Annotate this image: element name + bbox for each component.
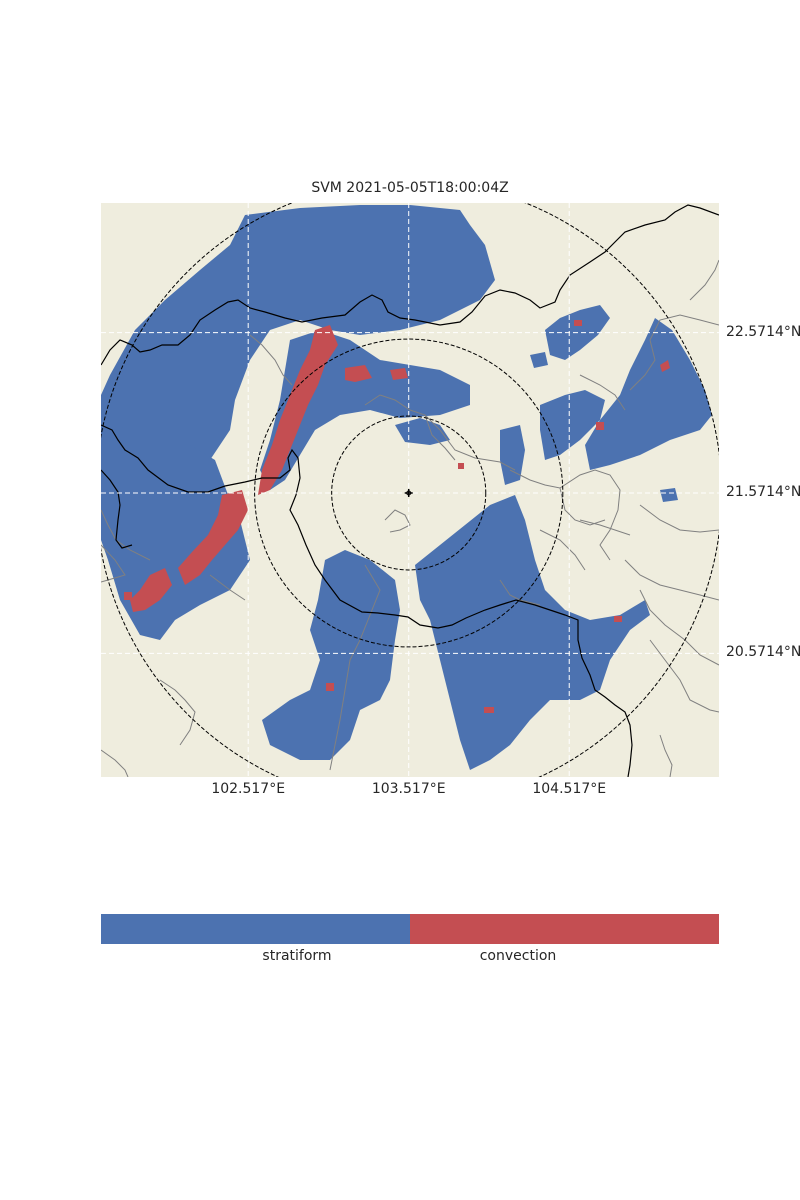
stratiform-region xyxy=(585,318,712,470)
lon-tick-label-1: 103.517°E xyxy=(371,781,446,797)
convection-region xyxy=(178,490,248,585)
colorbar-segment-stratiform xyxy=(101,914,410,944)
convection-region xyxy=(258,325,338,495)
stratiform-region xyxy=(415,495,650,770)
lon-tick-label-2: 104.517°E xyxy=(532,781,607,797)
legend-label-stratiform: stratiform xyxy=(262,948,332,964)
national-borders xyxy=(101,204,719,777)
province-boundaries xyxy=(101,259,719,777)
convection-region xyxy=(326,683,334,691)
stratiform-region xyxy=(530,352,548,368)
colorbar-segment-convection xyxy=(410,914,719,944)
legend-colorbar xyxy=(101,914,719,944)
stratiform-region xyxy=(262,550,400,760)
range-rings xyxy=(101,203,719,777)
convection-region xyxy=(345,365,372,382)
stratiform-region xyxy=(540,390,605,460)
lat-tick-label-0: 22.5714°N xyxy=(726,323,800,340)
convection-region xyxy=(484,707,494,713)
convection-region xyxy=(124,592,132,600)
lat-tick-label-2: 20.5714°N xyxy=(726,644,800,661)
radar-crosshair-icon xyxy=(404,488,413,497)
convection-region xyxy=(660,360,670,372)
lon-tick-label-0: 102.517°E xyxy=(211,781,286,797)
range-ring xyxy=(331,415,487,571)
stratiform-region xyxy=(500,425,525,485)
lat-tick-label-1: 21.5714°N xyxy=(726,483,800,500)
map-title: SVM 2021-05-05T18:00:04Z xyxy=(311,180,509,196)
convection-region xyxy=(390,368,408,380)
stratiform-region xyxy=(660,488,678,502)
convection-region xyxy=(574,320,582,326)
convection-region xyxy=(614,616,622,622)
legend-label-convection: convection xyxy=(479,948,557,964)
convection-region xyxy=(130,568,172,612)
crosshair-center xyxy=(406,490,412,496)
convection-region xyxy=(458,463,464,469)
range-ring xyxy=(254,338,564,648)
convection-region xyxy=(596,422,604,430)
echo-layer xyxy=(101,205,712,770)
stratiform-region xyxy=(101,420,250,640)
